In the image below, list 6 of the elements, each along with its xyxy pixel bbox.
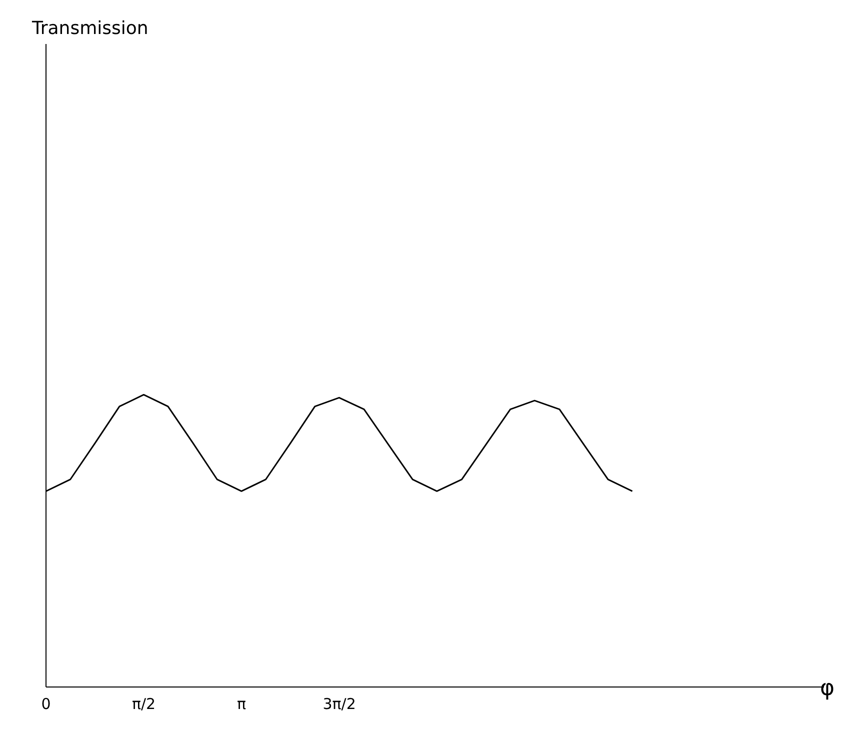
x-tick-label: π	[237, 695, 246, 713]
x-tick-label: 3π/2	[322, 695, 356, 713]
x-axis-title: φ	[820, 676, 835, 701]
x-tick-label: π/2	[132, 695, 156, 713]
text: Transmission	[31, 18, 148, 39]
x-tick-label: 0	[41, 695, 51, 713]
